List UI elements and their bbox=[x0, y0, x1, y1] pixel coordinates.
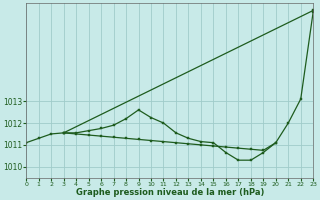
X-axis label: Graphe pression niveau de la mer (hPa): Graphe pression niveau de la mer (hPa) bbox=[76, 188, 264, 197]
